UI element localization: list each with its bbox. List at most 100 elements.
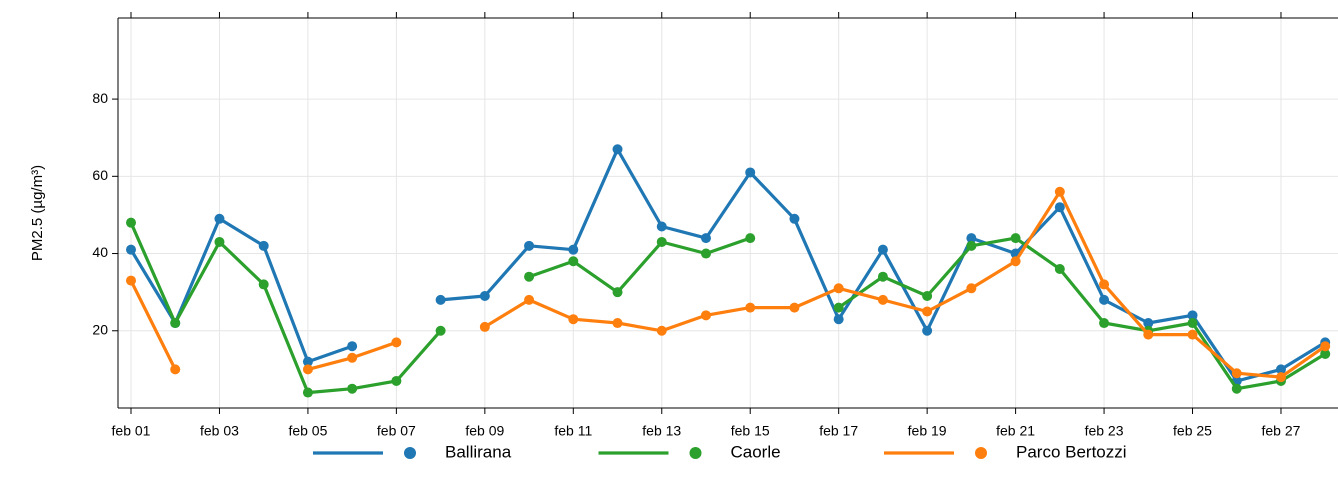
data-point bbox=[524, 271, 535, 282]
series-line bbox=[129, 222, 1327, 395]
data-point bbox=[1275, 364, 1286, 375]
x-tick-label: feb 25 bbox=[1173, 423, 1212, 439]
data-point bbox=[1054, 202, 1065, 213]
data-point bbox=[1231, 383, 1242, 394]
data-point bbox=[479, 291, 490, 302]
y-tick-label: 60 bbox=[92, 167, 108, 183]
x-tick-label: feb 23 bbox=[1085, 423, 1124, 439]
data-point bbox=[1054, 186, 1065, 197]
y-axis-label: PM2.5 (µg/m³) bbox=[29, 165, 46, 261]
data-point bbox=[789, 213, 800, 224]
x-tick-label: feb 09 bbox=[465, 423, 504, 439]
data-point bbox=[170, 318, 181, 329]
legend-dot bbox=[404, 447, 416, 459]
x-tick-label: feb 19 bbox=[908, 423, 947, 439]
data-point bbox=[568, 256, 579, 267]
x-tick-label: feb 11 bbox=[554, 423, 592, 439]
y-tick-label: 20 bbox=[92, 321, 108, 337]
data-point bbox=[214, 213, 225, 224]
data-point bbox=[877, 271, 888, 282]
series-line bbox=[129, 147, 1327, 383]
x-tick-label: feb 13 bbox=[642, 423, 681, 439]
data-point bbox=[612, 287, 623, 298]
data-point bbox=[966, 233, 977, 244]
data-point bbox=[966, 240, 977, 251]
data-point bbox=[833, 314, 844, 325]
data-point bbox=[258, 279, 269, 290]
data-point bbox=[435, 294, 446, 305]
data-point bbox=[391, 375, 402, 386]
legend-dot bbox=[975, 447, 987, 459]
data-point bbox=[524, 240, 535, 251]
data-point bbox=[1143, 329, 1154, 340]
data-point bbox=[347, 383, 358, 394]
data-point bbox=[479, 321, 490, 332]
data-point bbox=[126, 217, 136, 228]
data-point bbox=[789, 302, 800, 313]
data-point bbox=[745, 167, 756, 178]
data-point bbox=[922, 306, 933, 317]
x-tick-label: feb 21 bbox=[996, 423, 1035, 439]
data-point bbox=[1320, 341, 1331, 352]
data-point bbox=[302, 356, 313, 367]
data-point bbox=[656, 325, 667, 336]
data-point bbox=[568, 314, 579, 325]
x-tick-label: feb 27 bbox=[1262, 423, 1301, 439]
data-point bbox=[1275, 372, 1286, 383]
x-tick-label: feb 05 bbox=[288, 423, 327, 439]
x-tick-label: feb 17 bbox=[819, 423, 858, 439]
data-point bbox=[833, 302, 844, 313]
data-point bbox=[833, 283, 844, 294]
data-point bbox=[568, 244, 579, 255]
data-point bbox=[391, 337, 402, 348]
data-point bbox=[347, 341, 358, 352]
y-tick-label: 80 bbox=[92, 90, 108, 106]
data-point bbox=[877, 244, 888, 255]
data-point bbox=[745, 233, 756, 244]
y-tick-label: 40 bbox=[92, 244, 108, 260]
data-point bbox=[347, 352, 358, 363]
data-point bbox=[126, 275, 136, 286]
data-point bbox=[700, 233, 711, 244]
legend-label: Parco Bertozzi bbox=[1016, 442, 1127, 461]
data-point bbox=[745, 302, 756, 313]
x-tick-label: feb 03 bbox=[200, 423, 239, 439]
data-point bbox=[656, 221, 667, 232]
data-point bbox=[302, 364, 313, 375]
data-point bbox=[656, 236, 667, 247]
data-point bbox=[126, 244, 136, 255]
legend-label: Caorle bbox=[731, 442, 781, 461]
data-point bbox=[1099, 318, 1110, 329]
data-point bbox=[1320, 348, 1331, 359]
data-point bbox=[1054, 263, 1065, 274]
series-line bbox=[129, 190, 1327, 379]
x-tick-label: feb 07 bbox=[377, 423, 416, 439]
data-point bbox=[1231, 368, 1242, 379]
data-point bbox=[700, 310, 711, 321]
data-point bbox=[524, 294, 535, 305]
data-point bbox=[922, 325, 933, 336]
data-point bbox=[435, 325, 446, 336]
data-point bbox=[612, 318, 623, 329]
data-point bbox=[922, 291, 933, 302]
x-tick-label: feb 01 bbox=[112, 423, 151, 439]
data-point bbox=[1010, 256, 1021, 267]
data-point bbox=[258, 240, 269, 251]
data-point bbox=[1010, 233, 1021, 244]
data-point bbox=[1187, 318, 1198, 329]
data-point bbox=[302, 387, 313, 398]
data-point bbox=[1099, 279, 1110, 290]
data-point bbox=[612, 144, 623, 155]
legend-label: Ballirana bbox=[445, 442, 512, 461]
data-point bbox=[1187, 310, 1198, 321]
data-point bbox=[1187, 329, 1198, 340]
data-point bbox=[700, 248, 711, 259]
data-point bbox=[877, 294, 888, 305]
data-point bbox=[966, 283, 977, 294]
legend-dot bbox=[689, 447, 702, 459]
x-tick-label: feb 15 bbox=[731, 423, 770, 439]
data-point bbox=[214, 236, 225, 247]
data-point bbox=[1143, 318, 1154, 329]
data-point bbox=[170, 364, 181, 375]
